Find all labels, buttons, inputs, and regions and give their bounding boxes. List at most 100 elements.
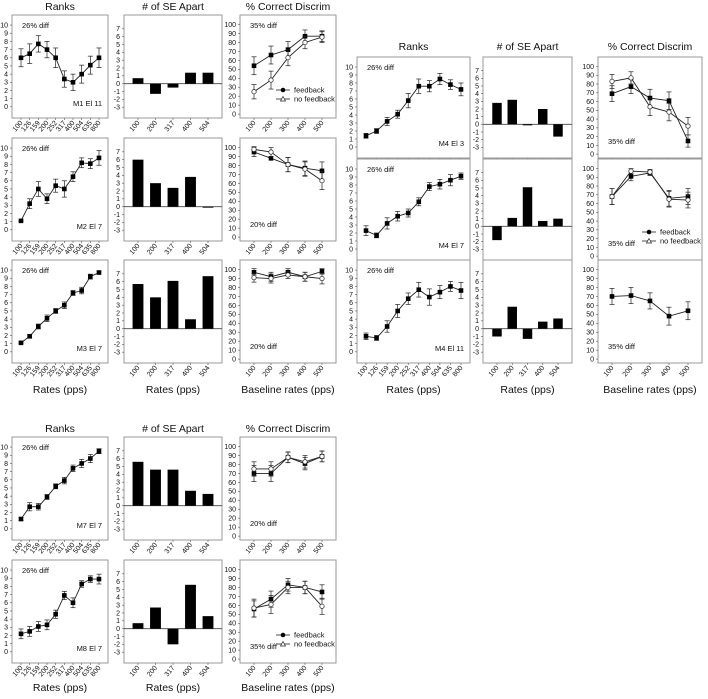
svg-text:3: 3 [116, 181, 120, 188]
svg-text:5: 5 [116, 587, 120, 594]
marker-feedback [374, 233, 379, 238]
svg-text:60: 60 [228, 58, 236, 65]
svg-text:2: 2 [475, 310, 479, 317]
svg-text:-1: -1 [114, 89, 120, 96]
bar [538, 220, 548, 227]
marker-no-feedback [609, 78, 615, 84]
svg-text:317: 317 [518, 365, 531, 379]
svg-text:1: 1 [116, 73, 120, 80]
marker-feedback [458, 87, 464, 92]
bar [507, 217, 517, 227]
svg-text:8: 8 [4, 461, 8, 468]
svg-text:10: 10 [586, 143, 594, 150]
marker-feedback [36, 186, 41, 192]
svg-text:400: 400 [296, 665, 309, 679]
svg-text:200: 200 [146, 243, 159, 257]
svg-text:6: 6 [116, 579, 120, 586]
svg-text:400: 400 [420, 365, 433, 379]
svg-text:40: 40 [586, 116, 594, 123]
marker-feedback [437, 76, 443, 82]
marker-feedback [18, 631, 24, 637]
subject-label: M4 El 11 [435, 344, 464, 353]
bar [492, 328, 502, 337]
svg-text:6: 6 [4, 300, 8, 307]
svg-text:7: 7 [4, 469, 8, 476]
svg-text:504: 504 [199, 665, 212, 679]
svg-text:-1: -1 [114, 511, 120, 518]
svg-text:90: 90 [586, 175, 594, 182]
marker-feedback [448, 177, 453, 183]
svg-text:2: 2 [4, 633, 8, 640]
svg-text:317: 317 [164, 542, 177, 556]
svg-text:6: 6 [4, 600, 8, 607]
marker-feedback [44, 316, 50, 321]
svg-text:300: 300 [279, 665, 292, 679]
svg-text:9: 9 [4, 453, 8, 460]
marker-feedback [448, 82, 453, 87]
marker-feedback [96, 155, 102, 161]
svg-text:80: 80 [586, 285, 594, 292]
marker-no-feedback [628, 168, 634, 174]
svg-text:0: 0 [349, 144, 353, 151]
svg-text:3: 3 [116, 303, 120, 310]
svg-text:1: 1 [475, 114, 479, 121]
svg-text:2: 2 [116, 310, 120, 317]
bar [185, 319, 196, 329]
svg-text:50: 50 [228, 312, 236, 319]
x-axis-label: Rates (pps) [500, 384, 554, 396]
svg-text:70: 70 [228, 294, 236, 301]
svg-text:504: 504 [199, 542, 212, 556]
svg-text:3: 3 [4, 625, 8, 632]
svg-text:6: 6 [349, 198, 353, 205]
chart-M8-pct: 0 10 20 30 40 50 60 70 80 90 100 100 200 300 400 500 35%… [224, 559, 337, 679]
marker-feedback [62, 478, 67, 483]
marker-feedback [79, 461, 84, 466]
diff-annotation: 26% diff [22, 21, 50, 30]
svg-text:90: 90 [228, 576, 236, 583]
svg-text:-3: -3 [114, 228, 120, 235]
bar [538, 109, 548, 125]
svg-text:1: 1 [349, 238, 353, 245]
marker-feedback [319, 269, 325, 274]
svg-text:504: 504 [431, 365, 444, 379]
svg-text:400: 400 [181, 542, 194, 556]
svg-text:9: 9 [4, 276, 8, 283]
bar [167, 83, 179, 88]
bar [150, 83, 161, 94]
svg-text:50: 50 [586, 210, 594, 217]
marker-feedback [395, 308, 400, 314]
svg-text:-1: -1 [473, 129, 479, 136]
svg-text:4: 4 [116, 595, 120, 602]
svg-text:159: 159 [378, 365, 391, 379]
svg-text:0: 0 [116, 204, 120, 211]
svg-text:-3: -3 [473, 247, 479, 254]
svg-text:500: 500 [313, 365, 326, 379]
svg-text:10: 10 [586, 245, 594, 252]
marker-feedback [88, 161, 93, 166]
chart-M4-El11-pct: 0 10 20 30 40 50 60 70 80 90 100 100 200 300 400 500 35%… [582, 259, 703, 379]
svg-text:0: 0 [232, 235, 236, 242]
svg-text:2: 2 [349, 128, 353, 135]
bar [132, 461, 144, 506]
svg-text:2: 2 [116, 188, 120, 195]
chart-M3-ranks: 0123456789101001261592002523174005046358… [0, 259, 109, 378]
svg-text:4: 4 [475, 91, 479, 98]
svg-text:3: 3 [475, 303, 479, 310]
column-title: # of SE Apart [142, 1, 204, 13]
marker-feedback [427, 83, 432, 89]
svg-text:feedback: feedback [660, 228, 691, 237]
svg-text:0: 0 [116, 326, 120, 333]
marker-no-feedback [302, 459, 308, 465]
marker-no-feedback [285, 55, 291, 61]
svg-text:100: 100 [603, 365, 616, 379]
svg-text:3: 3 [349, 120, 353, 127]
marker-feedback [79, 160, 84, 166]
svg-text:90: 90 [586, 276, 594, 283]
marker-feedback [53, 183, 58, 188]
marker-feedback [374, 128, 379, 134]
marker-feedback [96, 55, 102, 61]
svg-text:6: 6 [475, 178, 479, 185]
